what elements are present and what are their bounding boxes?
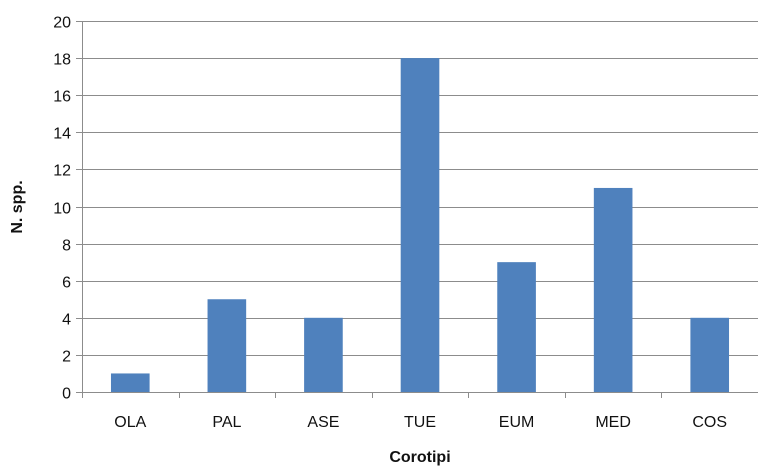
bar-cos — [690, 317, 730, 392]
y-tick-label: 4 — [62, 312, 71, 329]
y-tick-label: 14 — [53, 126, 71, 143]
x-tick-label: ASE — [307, 414, 339, 431]
y-tick-label: 18 — [53, 52, 71, 69]
y-tick-label: 16 — [53, 89, 71, 106]
y-tick-label: 8 — [62, 238, 71, 255]
y-tick-label: 6 — [62, 275, 71, 292]
bar-ola — [110, 373, 150, 392]
x-tick-label: COS — [692, 414, 727, 431]
y-tick-labels: 0 2 4 6 8 10 12 14 16 18 20 — [53, 15, 71, 403]
bar-ase — [304, 317, 343, 392]
axes — [76, 21, 758, 398]
y-axis-title: N. spp. — [9, 180, 26, 233]
x-tick-label: EUM — [499, 414, 535, 431]
x-tick-labels: OLA PAL ASE TUE EUM MED COS — [114, 414, 727, 431]
y-tick-label: 20 — [53, 15, 71, 32]
y-tick-label: 2 — [62, 349, 71, 366]
bars — [110, 58, 730, 392]
x-tick-label: OLA — [114, 414, 146, 431]
x-tick-label: PAL — [212, 414, 241, 431]
x-tick-label: MED — [595, 414, 631, 431]
y-tick-label: 12 — [53, 163, 71, 180]
bar-tue — [400, 58, 440, 392]
bar-eum — [497, 262, 536, 392]
x-tick-label: TUE — [404, 414, 436, 431]
y-tick-label: 10 — [53, 201, 71, 218]
x-axis-title: Corotipi — [389, 449, 450, 466]
y-tick-label: 0 — [62, 386, 71, 403]
bar-pal — [207, 299, 247, 392]
bar-med — [593, 187, 633, 392]
